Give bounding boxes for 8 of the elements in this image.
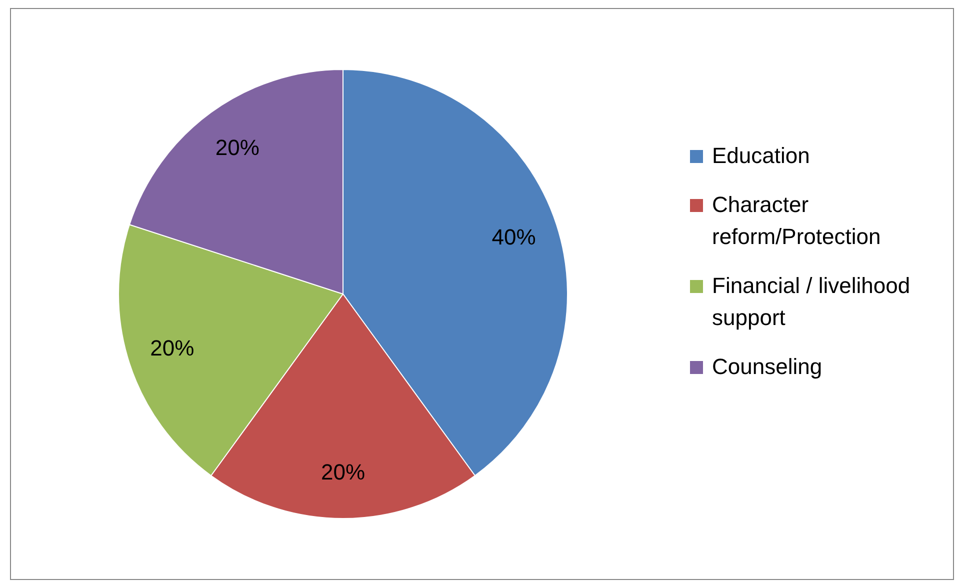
legend-label: Financial / livelihood support xyxy=(712,272,912,332)
legend-label: Counseling xyxy=(712,353,822,381)
data-label: 20% xyxy=(150,336,194,361)
data-label: 20% xyxy=(320,460,366,485)
legend-label: Education xyxy=(712,142,810,170)
legend-label: Character reform/Protection xyxy=(712,191,882,251)
data-label: 40% xyxy=(492,224,536,250)
data-label: 20% xyxy=(215,134,260,160)
